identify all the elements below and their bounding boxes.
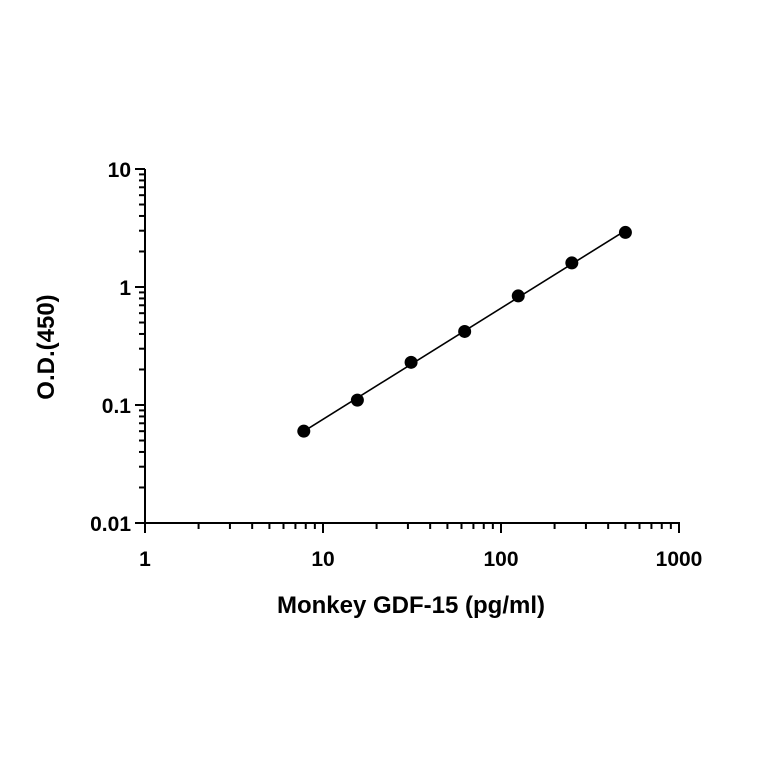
x-tick-label: 100 <box>483 548 518 571</box>
data-point <box>404 355 418 369</box>
data-points <box>297 225 632 438</box>
data-point <box>511 289 525 303</box>
x-tick-label: 10 <box>311 548 334 571</box>
data-point <box>350 393 364 407</box>
y-axis-title: O.D.(450) <box>33 294 60 399</box>
x-tick-label: 1 <box>139 548 151 571</box>
data-point <box>565 256 579 270</box>
data-point <box>297 424 311 438</box>
y-tick-label: 1 <box>119 277 131 300</box>
y-tick-label: 0.01 <box>90 513 131 536</box>
x-tick-label: 1000 <box>656 548 703 571</box>
data-point <box>618 225 632 239</box>
data-point <box>458 324 472 338</box>
y-tick-label: 10 <box>108 159 131 182</box>
x-axis-title: Monkey GDF-15 (pg/ml) <box>277 592 545 619</box>
y-tick-label: 0.1 <box>102 395 132 418</box>
axes: 1 10 100 1000 0.01 0.1 1 10 <box>90 159 702 571</box>
